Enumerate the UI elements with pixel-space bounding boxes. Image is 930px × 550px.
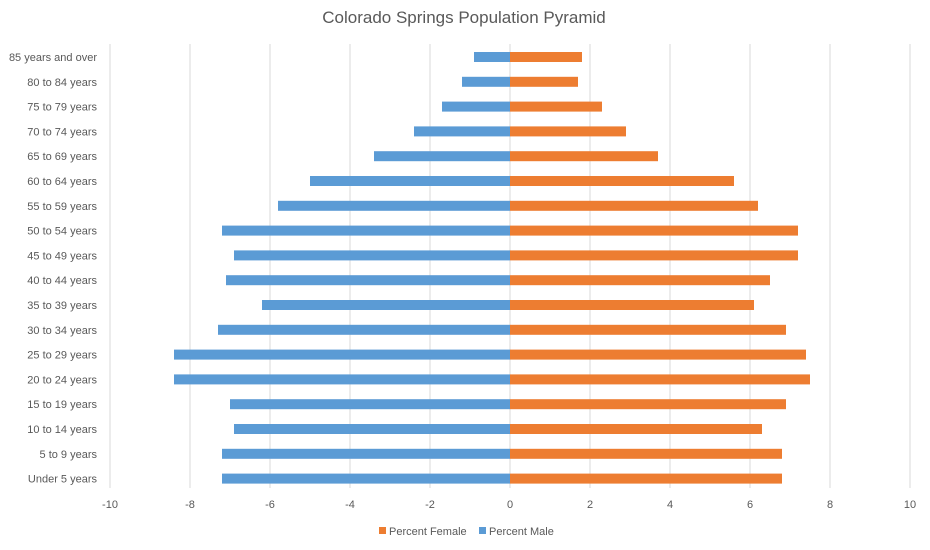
- bar-percent-male: [310, 176, 510, 186]
- bar-percent-female: [510, 176, 734, 186]
- legend-swatch: [479, 527, 486, 534]
- category-label: 50 to 54 years: [27, 226, 97, 238]
- bar-percent-male: [234, 424, 510, 434]
- bar-percent-female: [510, 200, 758, 211]
- bar-percent-female: [510, 374, 810, 385]
- bar-percent-male: [374, 151, 510, 162]
- bar-percent-female: [510, 101, 602, 112]
- bar-percent-male: [222, 225, 510, 236]
- value-axis-labels: -10 -8 -6 -4 -2 0 2 4 6 8 10: [102, 499, 916, 511]
- legend: Percent Female Percent Male: [379, 526, 554, 538]
- bar-percent-female: [510, 275, 770, 286]
- bar-percent-male: [174, 374, 510, 385]
- bar-percent-female: [510, 225, 798, 236]
- legend-swatch: [379, 527, 386, 534]
- legend-label: Percent Female: [389, 526, 467, 538]
- bar-percent-female: [510, 399, 786, 410]
- legend-item: Percent Male: [479, 526, 554, 538]
- category-label: 85 years and over: [9, 52, 97, 64]
- bar-percent-female: [510, 424, 762, 434]
- bar-percent-male: [230, 399, 510, 410]
- bar-percent-female: [510, 76, 578, 87]
- category-label: 55 to 59 years: [27, 201, 97, 213]
- x-tick-label: -4: [345, 499, 355, 511]
- bar-percent-male: [218, 324, 510, 335]
- bar-percent-female: [510, 473, 782, 484]
- bar-percent-female: [510, 151, 658, 162]
- category-label: 15 to 19 years: [27, 399, 97, 411]
- bar-percent-female: [510, 448, 782, 459]
- bar-percent-male: [222, 473, 510, 484]
- legend-label: Percent Male: [489, 526, 554, 538]
- category-label: 75 to 79 years: [27, 102, 97, 114]
- bar-percent-female: [510, 349, 806, 360]
- x-tick-label: 8: [827, 499, 833, 511]
- x-tick-label: -6: [265, 499, 275, 511]
- category-label: 65 to 69 years: [27, 151, 97, 163]
- bar-percent-male: [234, 250, 510, 261]
- category-label: 20 to 24 years: [27, 374, 97, 386]
- x-tick-label: 6: [747, 499, 753, 511]
- category-label: 45 to 49 years: [27, 250, 97, 262]
- bar-percent-female: [510, 250, 798, 261]
- x-tick-label: 0: [507, 499, 513, 511]
- category-label: Under 5 years: [28, 474, 98, 486]
- bar-percent-male: [222, 448, 510, 459]
- bar-percent-female: [510, 324, 786, 335]
- category-label: 30 to 34 years: [27, 325, 97, 337]
- bar-percent-male: [414, 126, 510, 137]
- x-tick-label: 4: [667, 499, 673, 511]
- category-label: 25 to 29 years: [27, 350, 97, 362]
- bar-percent-male: [262, 300, 510, 310]
- bar-percent-female: [510, 126, 626, 137]
- x-tick-label: -10: [102, 499, 118, 511]
- category-label: 35 to 39 years: [27, 300, 97, 312]
- bar-percent-male: [278, 200, 510, 211]
- category-axis-labels: 85 years and over 80 to 84 years 75 to 79 …: [9, 52, 98, 486]
- chart-title: Colorado Springs Population Pyramid: [322, 8, 606, 27]
- bar-percent-male: [442, 101, 510, 112]
- bars: [174, 52, 810, 484]
- category-label: 5 to 9 years: [40, 449, 98, 461]
- bar-percent-male: [474, 52, 510, 62]
- bar-percent-female: [510, 300, 754, 310]
- category-label: 40 to 44 years: [27, 275, 97, 287]
- category-label: 80 to 84 years: [27, 77, 97, 89]
- legend-item: Percent Female: [379, 526, 467, 538]
- x-tick-label: 10: [904, 499, 916, 511]
- x-tick-label: -2: [425, 499, 435, 511]
- bar-percent-male: [174, 349, 510, 360]
- gridlines: [109, 44, 911, 488]
- bar-percent-male: [226, 275, 510, 286]
- category-label: 60 to 64 years: [27, 176, 97, 188]
- category-label: 10 to 14 years: [27, 424, 97, 436]
- x-tick-label: 2: [587, 499, 593, 511]
- x-tick-label: -8: [185, 499, 195, 511]
- category-label: 70 to 74 years: [27, 126, 97, 138]
- bar-percent-female: [510, 52, 582, 62]
- bar-percent-male: [462, 76, 510, 87]
